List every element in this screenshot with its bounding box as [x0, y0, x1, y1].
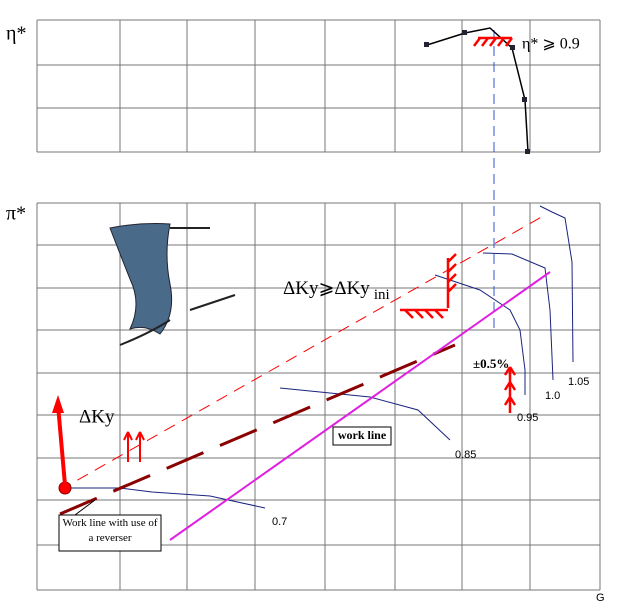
speed-label: 0.85 [455, 449, 476, 461]
reverser-note-wrap: Work line with use of a reverser [60, 516, 160, 550]
diagram: η* η* ⩾ 0.9 π* G ΔKy⩾ΔKyini ±0.5% ΔKy wo… [0, 0, 621, 605]
speed-label: 0.95 [517, 412, 538, 424]
margin-condition-sub: ini [374, 287, 390, 303]
speed-label: 0.7 [272, 516, 287, 528]
margin-arrowhead [52, 395, 64, 413]
work-line-label: work line [338, 428, 387, 442]
margin-hatch [400, 254, 456, 318]
speed-label: 1.05 [568, 376, 589, 388]
speed-label: 1.0 [545, 390, 560, 402]
margin-arrow [58, 405, 65, 485]
margin-condition-main: ΔKy⩾ΔKy [283, 278, 370, 299]
tolerance-label: ±0.5% [473, 356, 509, 371]
margin-arrow-label: ΔKy [79, 406, 115, 427]
efficiency-points [424, 30, 530, 154]
top-grid [37, 20, 600, 152]
tolerance-hatch [505, 367, 515, 413]
blade-image [110, 224, 235, 346]
pi-axis-label: π* [6, 203, 26, 225]
reverser-note: Work line with use of a reverser [60, 516, 160, 546]
eta-axis-label: η* [6, 23, 26, 45]
page: η* η* ⩾ 0.9 π* G ΔKy⩾ΔKyini ±0.5% ΔKy wo… [0, 0, 621, 605]
speed-labels: 0.7 0.85 0.95 1.0 1.05 [272, 376, 589, 528]
x-axis-label: G [596, 592, 605, 604]
surge-line [60, 345, 455, 514]
efficiency-condition: η* ⩾ 0.9 [522, 36, 580, 53]
